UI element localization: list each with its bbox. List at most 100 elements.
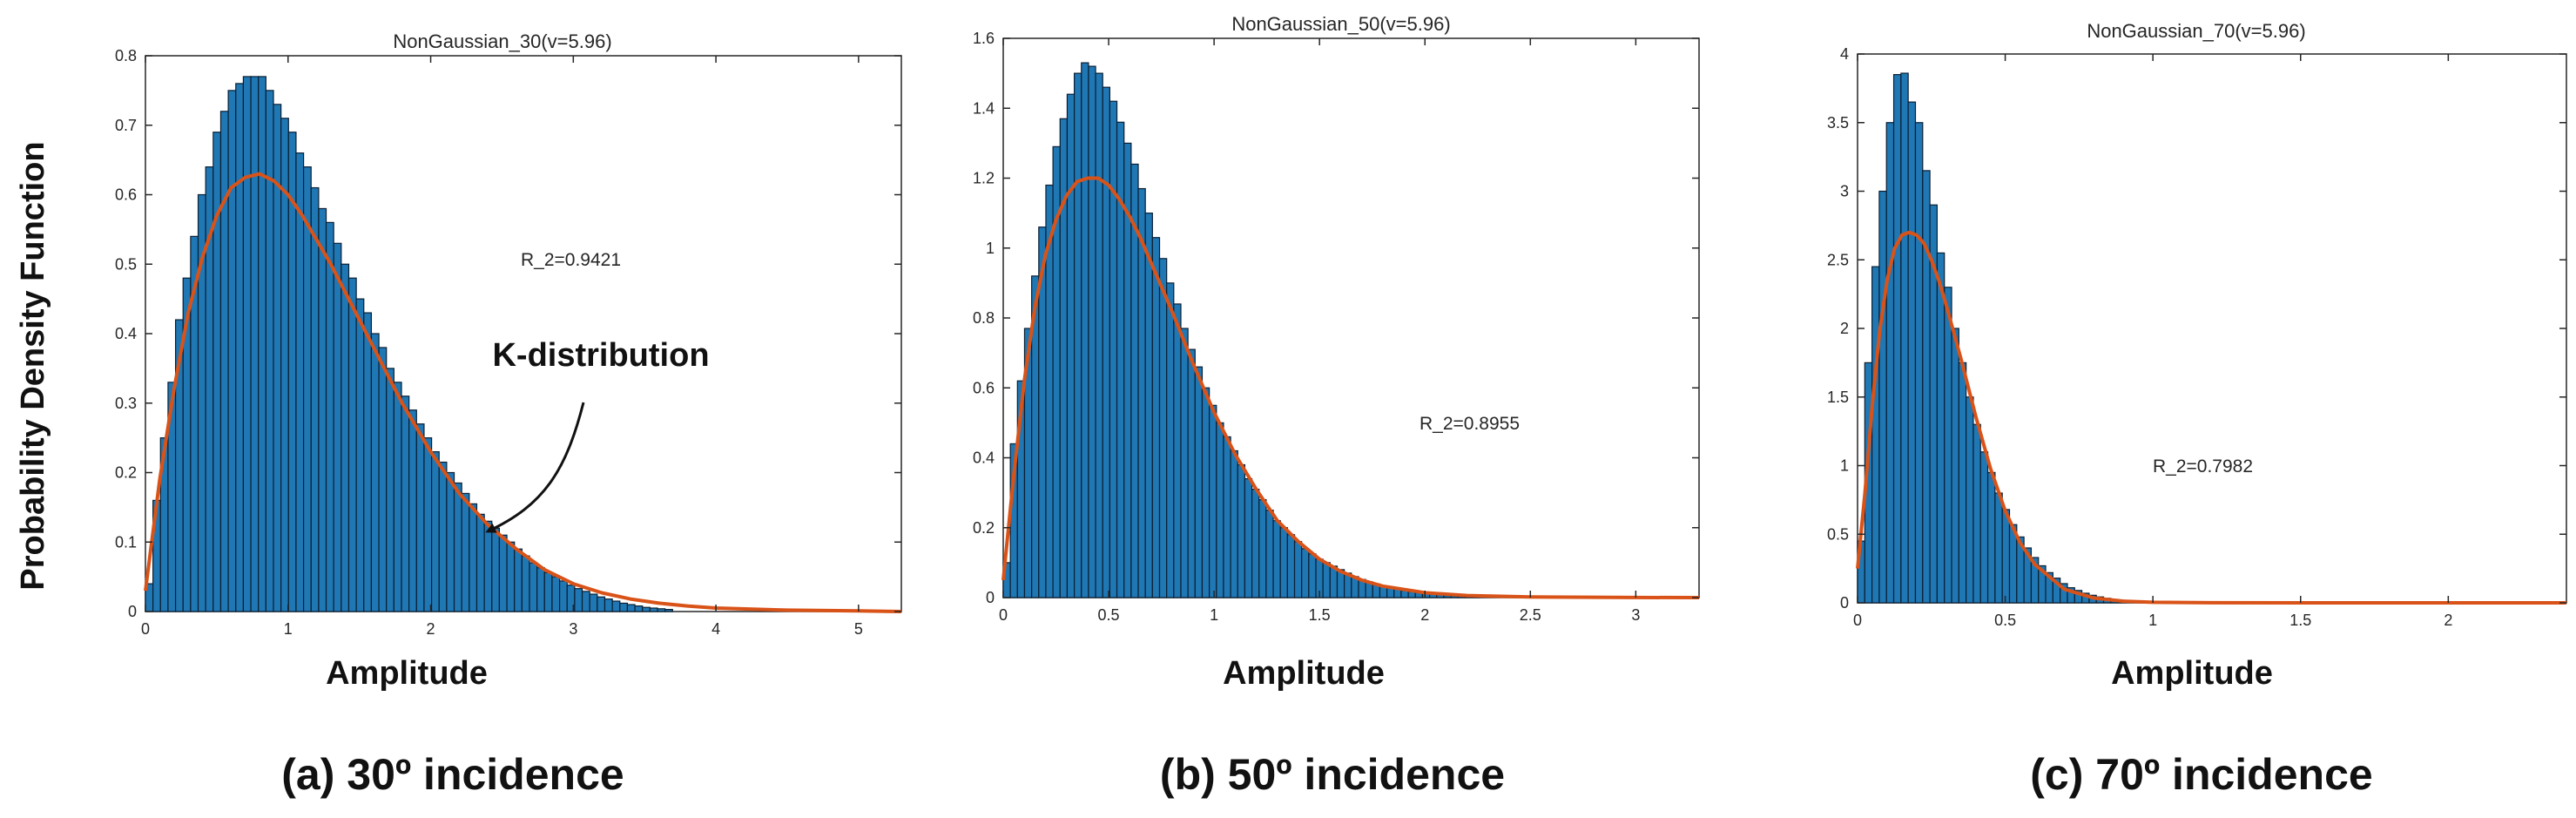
x-tick-label: 0.5: [1994, 612, 2016, 629]
x-tick-label: 0: [999, 606, 1008, 624]
histogram-bar: [378, 347, 388, 612]
histogram-bar: [423, 437, 433, 612]
histogram-bar: [619, 602, 629, 612]
histogram-bar: [589, 593, 598, 612]
x-tick-label: 1: [284, 620, 293, 638]
y-tick-label: 1.5: [1827, 389, 1849, 406]
histogram-bar: [1073, 72, 1082, 598]
x-axis-label: Amplitude: [2111, 655, 2273, 692]
histogram-bar: [1258, 499, 1267, 598]
histogram-bar: [438, 461, 448, 612]
y-tick-label: 0.1: [115, 533, 137, 551]
histogram-bar: [506, 541, 516, 612]
histogram-bar: [1966, 396, 1974, 604]
histogram-bar: [1900, 72, 1909, 604]
caption-a: (a) 30º incidence: [281, 750, 624, 799]
histogram-bar: [469, 503, 478, 612]
histogram-bar: [393, 382, 402, 612]
histogram-bar: [415, 423, 425, 612]
y-tick-label: 0.8: [115, 47, 137, 64]
histogram-bar: [250, 76, 260, 612]
y-tick-label: 1.4: [973, 99, 995, 117]
histogram-bar: [242, 76, 252, 612]
histogram-bar: [1144, 213, 1153, 598]
fit-curve: [1001, 176, 1700, 599]
histogram-bar: [1286, 534, 1296, 598]
histogram-bar: [1066, 93, 1076, 598]
x-tick-label: 5: [854, 620, 863, 638]
histogram-bar: [341, 263, 350, 612]
histogram-bar: [2001, 509, 2011, 604]
histogram-bar: [529, 562, 538, 612]
histogram-bar: [370, 333, 380, 612]
fit-curve: [144, 172, 902, 613]
histogram-bar: [1892, 74, 1902, 604]
histogram-bar: [597, 596, 606, 612]
histogram-bar: [1322, 562, 1331, 598]
caption-b: (b) 50º incidence: [1160, 750, 1505, 799]
chart-panel-b: NonGaussian_50(v=5.96) 0 0.5 1 1.5 2 2.5 3 0 0.2…: [973, 13, 1700, 799]
histogram-bar: [1251, 489, 1260, 598]
histogram-bar: [514, 548, 523, 612]
histogram-bar: [1166, 282, 1175, 598]
y-tick-label: 0: [1840, 594, 1849, 612]
histogram-bar: [446, 471, 455, 612]
y-tick-label: 0.4: [115, 325, 137, 342]
histogram-bar: [1329, 565, 1339, 598]
histogram-bar: [386, 368, 394, 612]
histogram-bar: [430, 450, 440, 612]
histogram-bar: [611, 600, 621, 612]
histogram-bar: [325, 221, 334, 612]
histogram-bar: [1088, 65, 1096, 598]
plot-area: 0 0.5 1 1.5 2 0 0.5 1 1.5 2 2.5 3 3.5 4: [1827, 45, 2567, 629]
x-tick-label: 4: [711, 620, 720, 638]
histogram-bar: [642, 606, 651, 612]
fit-curve: [1856, 230, 2566, 605]
histogram-bar: [1187, 348, 1196, 598]
x-tick-label: 0: [141, 620, 150, 638]
histogram-bar: [1979, 451, 1989, 604]
histogram-bar: [1914, 122, 1924, 604]
histogram-bar: [219, 111, 229, 612]
histogram-bar: [1944, 287, 1952, 604]
histogram-bar: [1272, 520, 1281, 598]
histogram-bar: [1301, 548, 1310, 598]
y-tick-label: 0.4: [973, 450, 995, 467]
histogram-bar: [1201, 387, 1210, 598]
chart-title: NonGaussian_70(v=5.96): [2087, 20, 2305, 42]
histogram-bar: [543, 571, 553, 612]
histogram-bar: [333, 242, 342, 612]
histogram-bar: [408, 409, 417, 612]
x-tick-label: 1: [2148, 612, 2157, 629]
histogram-bar: [265, 90, 274, 612]
histogram-bar: [1871, 266, 1880, 604]
histogram-bar: [1216, 422, 1224, 598]
y-tick-label: 0.2: [973, 519, 995, 537]
y-tick-label: 3.5: [1827, 114, 1849, 132]
caption-c: (c) 70º incidence: [2030, 750, 2372, 799]
histogram-bar: [1951, 328, 1959, 604]
x-tick-label: 1: [1210, 606, 1218, 624]
x-tick-label: 3: [1631, 606, 1640, 624]
histogram-bar: [551, 576, 561, 612]
histogram-bar: [363, 312, 373, 612]
chart-panel-c: NonGaussian_70(v=5.96) 0 0.5 1 1.5 2 0 0.5 1 1.5…: [1827, 20, 2567, 799]
histogram-bar: [657, 608, 666, 612]
histogram-bar: [1308, 553, 1317, 598]
histogram-bar: [355, 298, 365, 612]
histogram-bar: [1223, 436, 1231, 598]
x-tick-label: 0: [1853, 612, 1862, 629]
histogram-bar: [453, 482, 462, 612]
y-axis-label: Probability Density Function: [15, 141, 51, 590]
histogram-bar: [604, 598, 613, 612]
histogram-bar: [318, 207, 327, 612]
histogram-bar: [1994, 492, 2003, 604]
r-squared-label: R_2=0.8955: [1419, 414, 1520, 434]
y-tick-label: 2: [1840, 320, 1849, 337]
histogram-bar: [310, 186, 320, 612]
histogram-bar: [295, 152, 305, 612]
histogram-bar: [1237, 463, 1246, 598]
y-tick-label: 0: [128, 603, 137, 620]
histogram-bar: [1244, 477, 1253, 598]
histogram-bar: [1878, 190, 1887, 604]
